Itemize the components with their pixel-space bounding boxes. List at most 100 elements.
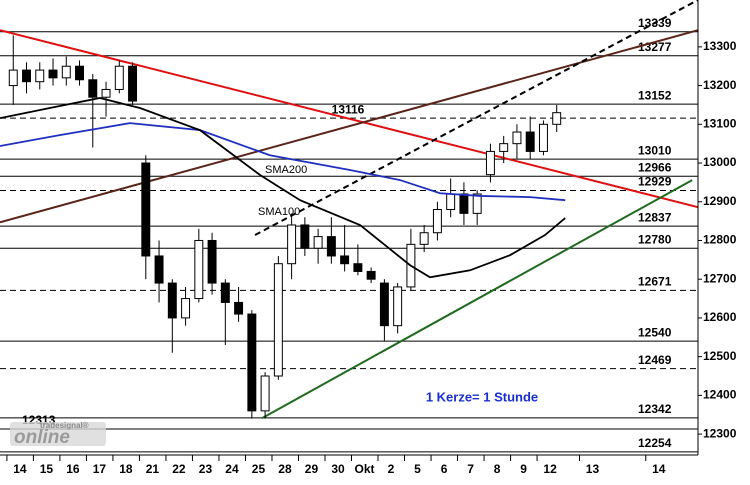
y-tick-label: 13300 xyxy=(703,39,737,53)
candle-body xyxy=(22,69,31,83)
x-tick-label: 30 xyxy=(331,462,345,476)
x-tick-label: 14 xyxy=(13,462,27,476)
logo-box xyxy=(10,422,106,446)
candle-body xyxy=(61,65,71,79)
ma-line xyxy=(0,122,566,202)
x-tick-label: 6 xyxy=(441,462,448,476)
x-tick-label: 29 xyxy=(305,462,319,476)
x-tick-label: 17 xyxy=(93,462,107,476)
candle-body xyxy=(525,131,535,152)
logo: tradesignal® online xyxy=(10,421,106,448)
level-label: 12780 xyxy=(638,232,672,246)
y-tick-label: 13200 xyxy=(703,78,737,92)
candle-body xyxy=(353,263,363,272)
x-tick-label: 14 xyxy=(652,462,666,476)
x-tick-label: 12 xyxy=(543,462,557,476)
x-tick-label: 18 xyxy=(119,462,133,476)
ma-label: SMA200 xyxy=(265,164,307,176)
trend-line xyxy=(0,29,699,224)
x-tick-label: 23 xyxy=(199,462,213,476)
candle-body xyxy=(326,236,336,257)
candle-body xyxy=(234,301,244,315)
candle-body xyxy=(340,255,350,265)
candle-body xyxy=(8,69,18,87)
level-label: 12254 xyxy=(638,436,672,450)
x-tick-label: 16 xyxy=(66,462,80,476)
logo-brand: tradesignal® xyxy=(40,421,89,430)
x-tick-label: 25 xyxy=(252,462,266,476)
candle-body xyxy=(88,79,98,98)
candle-body xyxy=(260,375,270,412)
x-tick-label: 15 xyxy=(40,462,54,476)
candle-body xyxy=(181,298,191,319)
candle-body xyxy=(512,131,522,145)
x-tick-label: 22 xyxy=(172,462,186,476)
candle-body xyxy=(300,224,310,249)
x-tick-label: 2 xyxy=(388,462,395,476)
level-label: 12342 xyxy=(638,402,672,416)
y-tick-label: 12600 xyxy=(703,310,737,324)
y-tick-label: 12500 xyxy=(703,349,737,363)
logo-name: online xyxy=(14,427,70,448)
y-tick-label: 12700 xyxy=(703,271,737,285)
candle-body xyxy=(75,65,85,81)
candle-body xyxy=(167,282,177,319)
x-tick-label: 9 xyxy=(520,462,527,476)
candle-body xyxy=(287,224,297,265)
x-tick-label: 7 xyxy=(467,462,474,476)
y-tick-label: 12300 xyxy=(703,426,737,440)
annotation: 1 Kerze= 1 Stunde xyxy=(426,389,538,404)
candle-body xyxy=(101,88,111,98)
candle-body xyxy=(379,282,389,327)
level-label: 13116 xyxy=(332,102,365,116)
level-label: 12929 xyxy=(638,175,672,189)
y-tick-label: 12800 xyxy=(703,233,737,247)
candle-body xyxy=(419,232,429,245)
candle-body xyxy=(472,193,482,214)
candle-body xyxy=(499,143,509,152)
candle-body xyxy=(114,65,124,90)
level-label: 12966 xyxy=(638,160,672,174)
candle-body xyxy=(141,162,151,257)
candle-body xyxy=(313,236,323,249)
ma-line xyxy=(0,97,566,279)
candle-body xyxy=(35,69,45,83)
y-tick-label: 13100 xyxy=(703,116,737,130)
candle-body xyxy=(552,112,562,125)
x-tick-label: 5 xyxy=(414,462,421,476)
candle-body xyxy=(459,193,469,214)
level-label: 12540 xyxy=(638,325,672,339)
candle-body xyxy=(48,69,58,79)
candle-body xyxy=(220,282,230,303)
level-label: 12469 xyxy=(638,353,672,367)
ma-label: SMA100 xyxy=(258,206,300,218)
candle-body xyxy=(393,286,403,327)
level-label: 13010 xyxy=(638,143,672,157)
level-label: 12671 xyxy=(638,275,672,289)
candle-body xyxy=(154,255,164,284)
level-label: 13152 xyxy=(638,88,672,102)
candle-body xyxy=(485,150,495,176)
level-label: 12837 xyxy=(638,210,672,224)
x-tick-label: 28 xyxy=(278,462,292,476)
x-tick-label: 24 xyxy=(225,462,239,476)
candle-body xyxy=(194,239,204,300)
x-tick-label: 21 xyxy=(146,462,160,476)
trend-line xyxy=(261,179,693,420)
candle-body xyxy=(538,123,548,152)
x-tick-label: 13 xyxy=(586,462,600,476)
y-tick-label: 13000 xyxy=(703,155,737,169)
candle-body xyxy=(247,313,257,412)
trend-line xyxy=(0,29,699,209)
y-tick-label: 12900 xyxy=(703,194,737,208)
candle-body xyxy=(273,263,283,377)
candle-body xyxy=(128,65,138,102)
candle-body xyxy=(446,193,456,210)
trend-line xyxy=(254,0,699,236)
candle-body xyxy=(207,239,217,284)
x-tick-label: 8 xyxy=(494,462,501,476)
candle-body xyxy=(432,208,442,234)
